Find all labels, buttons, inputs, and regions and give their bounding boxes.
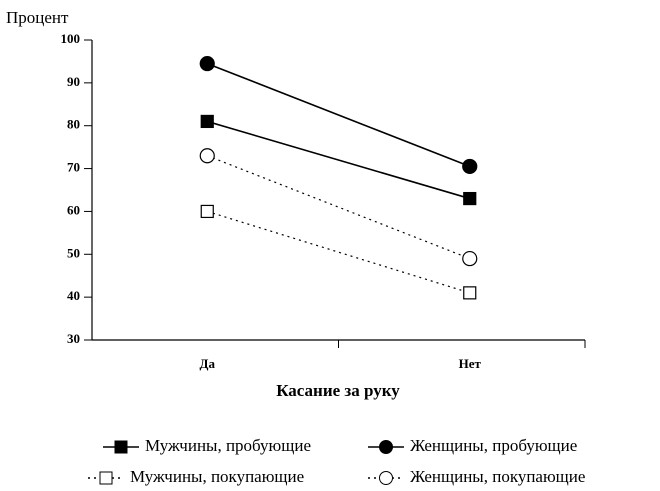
- legend-label: Женщины, пробующие: [410, 436, 577, 455]
- legend-label: Женщины, покупающие: [410, 467, 585, 486]
- y-tick-label: 90: [67, 74, 80, 89]
- marker: [200, 204, 214, 219]
- legend-marker: [379, 440, 393, 454]
- marker: [199, 148, 215, 164]
- y-tick-label: 100: [61, 31, 81, 46]
- x-tick-label: Да: [200, 356, 216, 371]
- series-line: [207, 120, 470, 200]
- legend-marker: [114, 440, 128, 454]
- legend-marker: [99, 471, 113, 485]
- series-line: [206, 62, 471, 168]
- y-tick-label: 30: [67, 331, 80, 346]
- series-line: [207, 210, 470, 294]
- legend-marker: [379, 471, 393, 485]
- marker: [463, 191, 477, 206]
- marker: [462, 250, 478, 267]
- x-tick-label: Нет: [459, 356, 482, 371]
- x-axis-label: Касание за руку: [276, 381, 400, 400]
- marker: [199, 55, 215, 72]
- legend-label: Мужчины, покупающие: [130, 467, 304, 486]
- y-tick-label: 60: [67, 202, 80, 217]
- legend-label: Мужчины, пробующие: [145, 436, 311, 455]
- y-tick-label: 50: [67, 245, 80, 260]
- marker: [462, 158, 478, 175]
- y-tick-label: 70: [67, 160, 80, 175]
- y-tick-label: 40: [67, 288, 80, 303]
- marker: [463, 286, 477, 300]
- y-axis-label: Процент: [6, 8, 69, 27]
- series-line: [207, 155, 470, 260]
- y-tick-label: 80: [67, 117, 80, 132]
- marker: [200, 114, 214, 129]
